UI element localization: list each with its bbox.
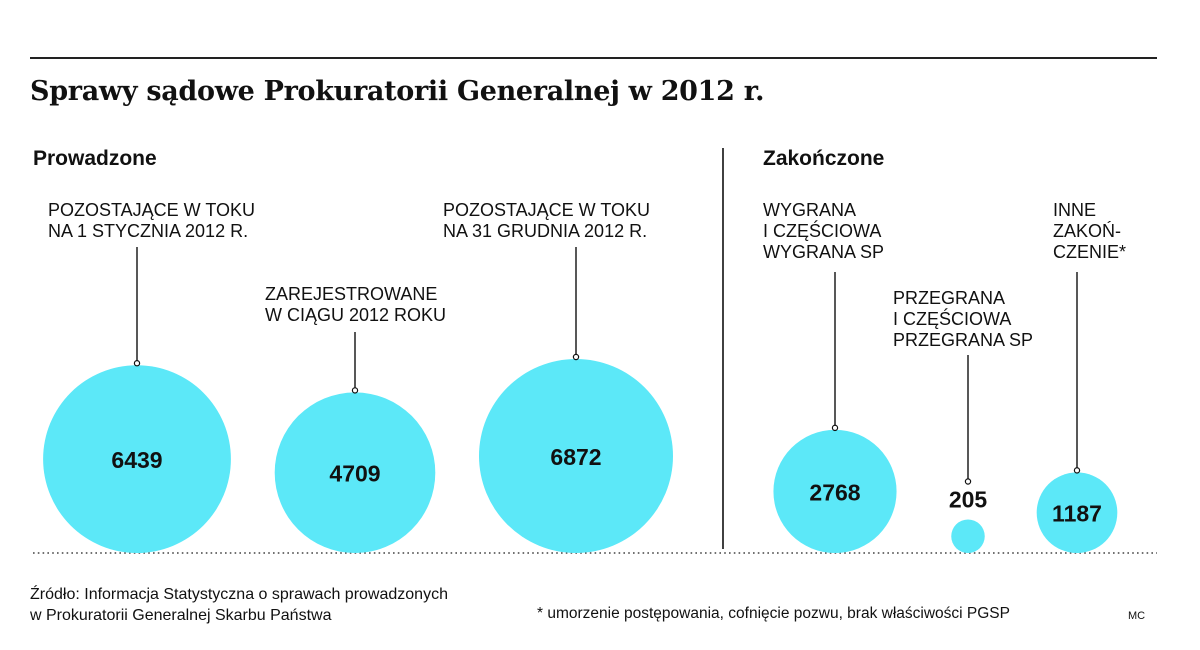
category-label-won: WYGRANA I CZĘŚCIOWA WYGRANA SP bbox=[763, 200, 884, 263]
category-label-lost: PRZEGRANA I CZĘŚCIOWA PRZEGRANA SP bbox=[893, 288, 1033, 351]
category-label-line: WYGRANA bbox=[763, 200, 857, 220]
source-line: Źródło: Informacja Statystyczna o sprawa… bbox=[30, 586, 448, 603]
leader-marker bbox=[572, 353, 580, 361]
section-heading-closed: Zakończone bbox=[763, 147, 885, 170]
category-label-line: WYGRANA SP bbox=[763, 242, 885, 262]
category-label-registered: ZAREJESTROWANE W CIĄGU 2012 ROKU bbox=[265, 284, 446, 326]
data-label: 1187 bbox=[1052, 501, 1102, 527]
category-label-open-end: POZOSTAJĄCE W TOKU NA 31 GRUDNIA 2012 R. bbox=[443, 200, 650, 242]
bubble bbox=[43, 365, 231, 553]
category-label-line: ZAREJESTROWANE bbox=[265, 284, 438, 304]
bubble bbox=[274, 392, 436, 553]
category-label-line: POZOSTAJĄCE W TOKU bbox=[443, 200, 651, 220]
data-label: 205 bbox=[949, 486, 988, 512]
data-label: 6872 bbox=[550, 444, 601, 470]
leader-marker bbox=[831, 424, 839, 432]
top-rule bbox=[30, 57, 1157, 59]
chart-title: Sprawy sądowe Prokuratorii Generalnej w … bbox=[30, 76, 765, 107]
category-label-line: CZENIE* bbox=[1053, 242, 1127, 262]
leader-marker bbox=[1073, 467, 1081, 474]
leader-marker bbox=[351, 387, 359, 394]
source-line: w Prokuratorii Generalnej Skarbu Państwa bbox=[30, 607, 332, 624]
leader-marker bbox=[133, 360, 141, 367]
bubble bbox=[479, 359, 673, 553]
category-label-line: W CIĄGU 2012 ROKU bbox=[265, 305, 447, 325]
category-label-line: INNE bbox=[1053, 200, 1097, 220]
bubble bbox=[1036, 472, 1118, 553]
data-label: 6439 bbox=[111, 447, 162, 473]
category-label-line: PRZEGRANA SP bbox=[893, 330, 1034, 350]
category-label-line: PRZEGRANA bbox=[893, 288, 1006, 308]
data-label: 2768 bbox=[809, 479, 860, 505]
section-heading-ongoing: Prowadzone bbox=[33, 147, 157, 170]
author-credit: MC bbox=[1128, 610, 1146, 622]
leader-marker bbox=[964, 478, 972, 485]
category-label-line: NA 1 STYCZNIA 2012 R. bbox=[48, 221, 249, 241]
category-label-line: NA 31 GRUDNIA 2012 R. bbox=[443, 221, 648, 241]
data-label: 4709 bbox=[329, 461, 380, 487]
category-label-other: INNE ZAKOŃ- CZENIE* bbox=[1053, 200, 1126, 263]
source-note: Źródło: Informacja Statystyczna o sprawa… bbox=[30, 584, 448, 626]
category-label-line: POZOSTAJĄCE W TOKU bbox=[48, 200, 256, 220]
category-label-line: I CZĘŚCIOWA bbox=[763, 221, 882, 241]
category-label-open-start: POZOSTAJĄCE W TOKU NA 1 STYCZNIA 2012 R. bbox=[48, 200, 255, 242]
bubble bbox=[773, 429, 897, 553]
bubble bbox=[951, 519, 985, 554]
category-label-line: I CZĘŚCIOWA bbox=[893, 309, 1012, 329]
footnote: * umorzenie postępowania, cofnięcie pozw… bbox=[537, 605, 1010, 622]
category-label-line: ZAKOŃ- bbox=[1053, 221, 1122, 241]
